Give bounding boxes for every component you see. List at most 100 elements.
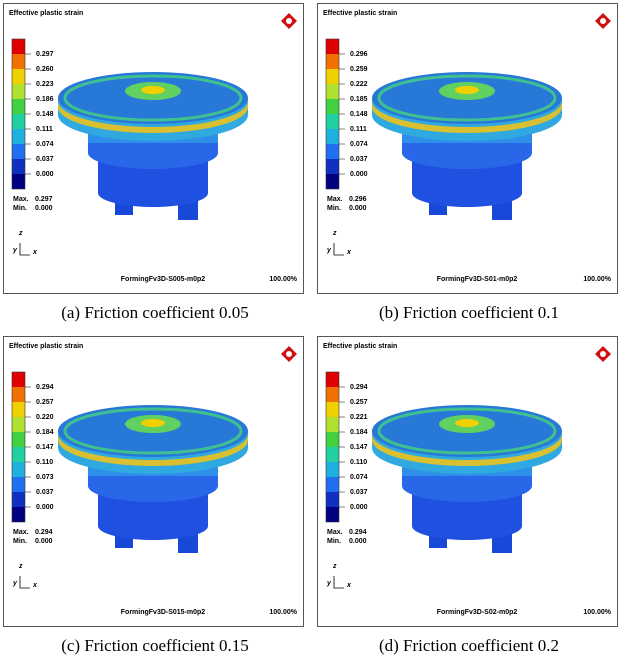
panel: Effective plastic strain0.2970.2600.2230… — [4, 4, 304, 294]
panel-title: Effective plastic strain — [323, 10, 397, 17]
legend-label: 0.073 — [36, 474, 54, 481]
legend-label: 0.223 — [36, 81, 54, 88]
color-band — [12, 129, 25, 144]
axis-z: z — [332, 230, 337, 237]
legend-label: 0.186 — [36, 96, 54, 103]
color-band — [326, 417, 339, 432]
color-band — [326, 144, 339, 159]
hub-center — [455, 419, 479, 427]
min-label: Min. — [327, 205, 341, 212]
logo-dot — [286, 18, 292, 24]
color-band — [326, 447, 339, 462]
legend-label: 0.257 — [36, 399, 54, 406]
figure: Effective plastic strain0.2970.2600.2230… — [0, 0, 619, 663]
panel: Effective plastic strain 0.294 0.257 0.220 0… — [4, 337, 304, 627]
hub-center — [455, 86, 479, 94]
color-band — [12, 477, 25, 492]
max-value: 0.296 — [349, 196, 367, 203]
caption: (a) Friction coefficient 0.05 — [61, 303, 249, 322]
panel-title: Effective plastic strain — [9, 343, 83, 350]
axis-z: z — [332, 563, 337, 570]
color-band — [326, 159, 339, 174]
color-band — [326, 462, 339, 477]
max-label: Max. — [13, 196, 29, 203]
legend-label: 0.111 — [36, 126, 53, 133]
min-label: Min. — [327, 538, 341, 545]
color-band — [12, 69, 25, 84]
color-band — [12, 447, 25, 462]
color-band — [12, 507, 25, 522]
file-name: FormingFv3D-S005-m0p2 — [121, 276, 206, 283]
color-band — [12, 372, 25, 387]
legend-label: 0.148 — [36, 111, 54, 118]
color-band — [326, 492, 339, 507]
caption: (c) Friction coefficient 0.15 — [61, 636, 249, 655]
caption: (d) Friction coefficient 0.2 — [379, 636, 559, 655]
color-band — [326, 477, 339, 492]
zoom: 100.00% — [583, 276, 611, 283]
legend-label: 0.148 — [350, 111, 368, 118]
color-band — [12, 174, 25, 189]
color-band — [12, 462, 25, 477]
color-band — [12, 387, 25, 402]
legend-label: 0.000 — [36, 504, 54, 511]
max-label: Max. — [13, 529, 29, 536]
logo-dot — [600, 18, 606, 24]
max-label: Max. — [327, 196, 343, 203]
color-band — [326, 84, 339, 99]
min-label: Min. — [13, 205, 27, 212]
max-value: 0.297 — [35, 196, 53, 203]
legend-label: 0.000 — [350, 171, 368, 178]
legend-label: 0.221 — [350, 414, 368, 421]
color-band — [12, 159, 25, 174]
color-band — [12, 492, 25, 507]
legend-label: 0.074 — [350, 474, 368, 481]
axis-z: z — [18, 230, 23, 237]
hub-center — [141, 86, 165, 94]
legend-label: 0.110 — [36, 459, 53, 466]
color-band — [326, 387, 339, 402]
legend-label: 0.147 — [36, 444, 54, 451]
legend-label: 0.147 — [350, 444, 368, 451]
legend-label: 0.220 — [36, 414, 54, 421]
min-label: Min. — [13, 538, 27, 545]
color-band — [12, 432, 25, 447]
min-value: 0.000 — [35, 205, 53, 212]
legend-label: 0.110 — [350, 459, 367, 466]
logo-dot — [286, 351, 292, 357]
file-name: FormingFv3D-S015-m0p2 — [121, 609, 206, 616]
legend-label: 0.259 — [350, 66, 368, 73]
axis-z: z — [18, 563, 23, 570]
color-band — [326, 39, 339, 54]
color-band — [12, 402, 25, 417]
legend-label: 0.294 — [36, 384, 54, 391]
legend-label: 0.111 — [350, 126, 367, 133]
legend-label: 0.257 — [350, 399, 368, 406]
legend-label: 0.000 — [350, 504, 368, 511]
zoom: 100.00% — [583, 609, 611, 616]
legend-label: 0.296 — [350, 51, 368, 58]
panel-title: Effective plastic strain — [9, 10, 83, 17]
caption: (b) Friction coefficient 0.1 — [379, 303, 559, 322]
legend-label: 0.037 — [350, 156, 368, 163]
color-band — [326, 114, 339, 129]
legend-label: 0.037 — [36, 156, 54, 163]
file-name: FormingFv3D-S01-m0p2 — [437, 276, 518, 283]
panel: Effective plastic strain 0.296 0.259 0.222 0… — [318, 4, 618, 294]
hub-center — [141, 419, 165, 427]
panel-title: Effective plastic strain — [323, 343, 397, 350]
legend-label: 0.222 — [350, 81, 368, 88]
legend-label: 0.185 — [350, 96, 368, 103]
color-band — [326, 174, 339, 189]
logo-dot — [600, 351, 606, 357]
color-band — [326, 432, 339, 447]
zoom: 100.00% — [269, 276, 297, 283]
color-band — [12, 114, 25, 129]
legend-label: 0.037 — [350, 489, 368, 496]
legend-label: 0.184 — [36, 429, 54, 436]
panel: Effective plastic strain0.2940.2570.2210… — [318, 337, 618, 627]
zoom: 100.00% — [269, 609, 297, 616]
min-value: 0.000 — [349, 538, 367, 545]
max-label: Max. — [327, 529, 343, 536]
color-band — [12, 84, 25, 99]
